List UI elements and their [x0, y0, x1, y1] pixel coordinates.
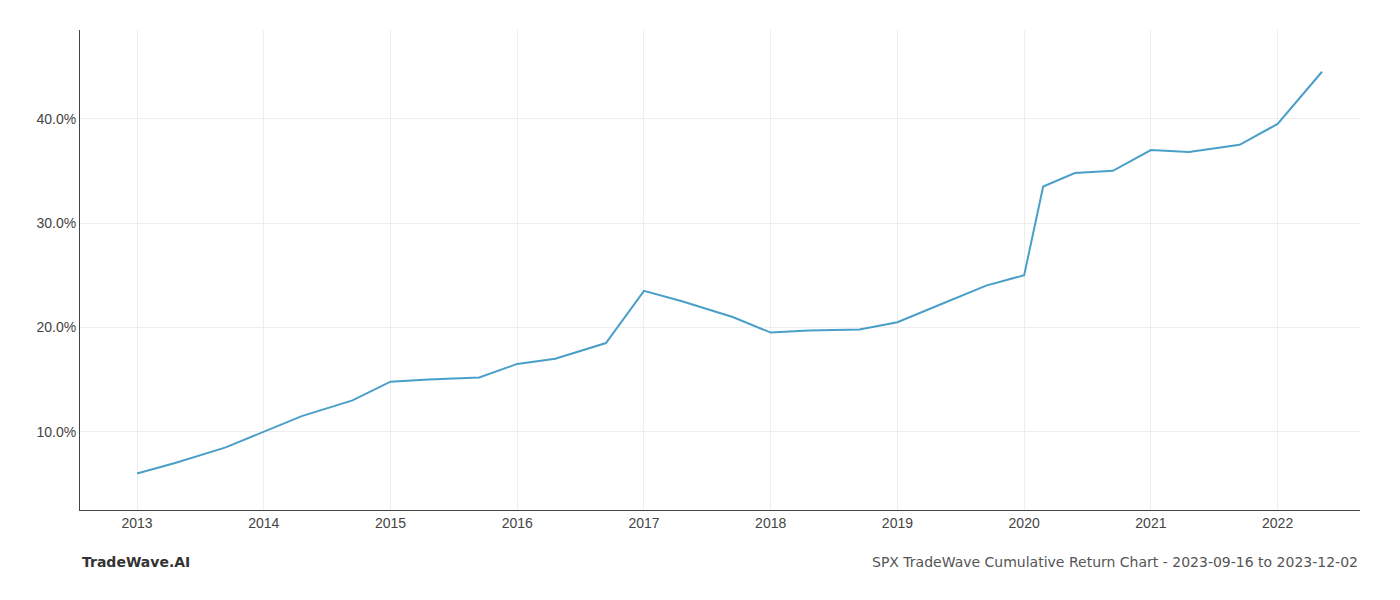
svg-text:2018: 2018	[755, 515, 786, 531]
svg-text:2017: 2017	[628, 515, 659, 531]
svg-text:2019: 2019	[882, 515, 913, 531]
svg-text:2021: 2021	[1135, 515, 1166, 531]
svg-text:2014: 2014	[248, 515, 279, 531]
svg-text:2015: 2015	[375, 515, 406, 531]
svg-text:30.0%: 30.0%	[36, 215, 76, 231]
svg-text:2020: 2020	[1009, 515, 1040, 531]
svg-text:2022: 2022	[1262, 515, 1293, 531]
svg-text:40.0%: 40.0%	[36, 111, 76, 127]
svg-text:10.0%: 10.0%	[36, 424, 76, 440]
svg-text:2013: 2013	[121, 515, 152, 531]
svg-text:20.0%: 20.0%	[36, 319, 76, 335]
svg-text:TradeWave.AI: TradeWave.AI	[82, 554, 190, 570]
svg-text:2016: 2016	[502, 515, 533, 531]
svg-text:SPX TradeWave Cumulative Retur: SPX TradeWave Cumulative Return Chart - …	[872, 554, 1358, 570]
